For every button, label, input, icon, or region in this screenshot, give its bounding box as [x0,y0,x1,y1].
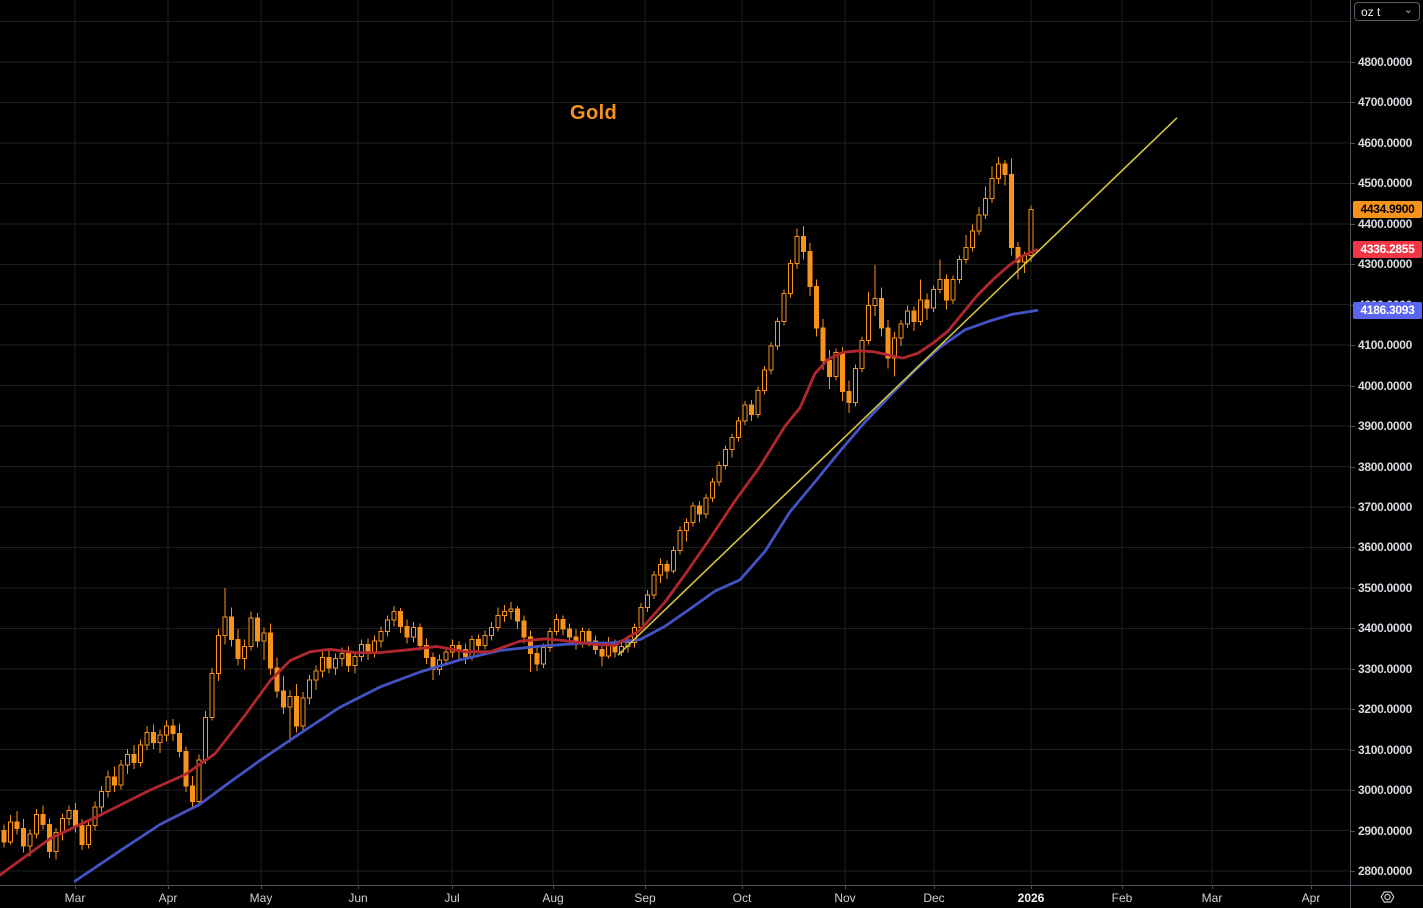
price-tick-label: 2800.0000 [1358,864,1413,878]
price-tick [1351,669,1355,670]
gridlines [0,0,1350,885]
price-tick-label: 3200.0000 [1358,702,1413,716]
price-tick-label: 3300.0000 [1358,662,1413,676]
price-tick-label: 4700.0000 [1358,95,1413,109]
time-axis-label: Dec [923,891,945,905]
price-tick-label: 3700.0000 [1358,500,1413,514]
time-tick [75,886,76,889]
price-tick [1351,709,1355,710]
price-tick [1351,62,1355,63]
price-tick-label: 2900.0000 [1358,824,1413,838]
time-axis-label: Apr [158,891,178,905]
price-tick-label: 4400.0000 [1358,217,1413,231]
time-axis-label: Jul [444,891,460,905]
chevron-down-icon: ⌄ [1403,3,1413,16]
time-axis-label: Apr [1301,891,1321,905]
time-tick [645,886,646,889]
time-tick [553,886,554,889]
last-price-badge: 4434.9900 [1353,201,1422,218]
time-axis-label: Nov [834,891,856,905]
price-tick [1351,102,1355,103]
price-tick-label: 3600.0000 [1358,540,1413,554]
price-tick-label: 3500.0000 [1358,581,1413,595]
time-axis-label: Sep [634,891,656,905]
price-tick [1351,224,1355,225]
time-axis-label: Aug [542,891,564,905]
price-tick [1351,831,1355,832]
time-axis-label: Jun [348,891,368,905]
time-tick [1311,886,1312,889]
price-tick [1351,588,1355,589]
time-tick [261,886,262,889]
time-tick [845,886,846,889]
time-tick [168,886,169,889]
chart-title: Gold [570,102,618,124]
price-tick [1351,871,1355,872]
time-axis-label: Feb [1111,891,1133,905]
price-tick-label: 4100.0000 [1358,338,1413,352]
candlestick-chart-canvas[interactable] [0,0,1350,885]
blue-moving-average[interactable] [73,309,1039,883]
time-axis-label: Mar [64,891,86,905]
time-tick [1212,886,1213,889]
price-tick [1351,507,1355,508]
time-tick [452,886,453,889]
time-tick [934,886,935,889]
time-axis-label: 2026 [1017,891,1045,905]
time-axis[interactable]: Mar Apr May Jun Jul Aug Sep Oct Nov Dec 2026 Feb Mar… [0,885,1350,908]
price-tick [1351,183,1355,184]
red-moving-average[interactable] [0,248,1039,877]
price-tick-label: 4600.0000 [1358,136,1413,150]
price-tick [1351,750,1355,751]
time-axis-label: Oct [732,891,752,905]
price-tick [1351,790,1355,791]
price-tick [1351,467,1355,468]
price-tick-label: 4000.0000 [1358,379,1413,393]
price-tick-label: 3800.0000 [1358,460,1413,474]
red-ma-price-badge: 4336.2855 [1353,241,1422,258]
time-tick [1031,886,1032,889]
price-tick [1351,264,1355,265]
price-tick [1351,426,1355,427]
price-tick [1351,628,1355,629]
unit-dropdown-label: oz t [1361,4,1381,19]
price-tick-label: 3000.0000 [1358,783,1413,797]
yellow-trendline[interactable] [617,117,1178,656]
price-tick-label: 3100.0000 [1358,743,1413,757]
time-axis-label: May [249,891,273,905]
price-tick [1351,386,1355,387]
price-tick [1351,547,1355,548]
time-tick [358,886,359,889]
price-tick-label: 4800.0000 [1358,55,1413,69]
price-tick [1351,345,1355,346]
price-tick-label: 3900.0000 [1358,419,1413,433]
price-tick-label: 3400.0000 [1358,621,1413,635]
price-tick [1351,143,1355,144]
unit-dropdown[interactable]: oz t ⌄ [1354,2,1420,21]
blue-ma-price-badge: 4186.3093 [1353,302,1422,319]
axis-settings-corner[interactable] [1350,885,1423,908]
price-tick-label: 4300.0000 [1358,257,1413,271]
price-axis[interactable]: oz t ⌄ 4434.9900 4336.2855 4186.3093 480… [1350,0,1423,885]
time-tick [742,886,743,889]
time-axis-label: Mar [1201,891,1223,905]
price-tick-label: 4500.0000 [1358,176,1413,190]
time-tick [1122,886,1123,889]
candles-series [1,157,1034,860]
gear-icon [1380,891,1394,903]
